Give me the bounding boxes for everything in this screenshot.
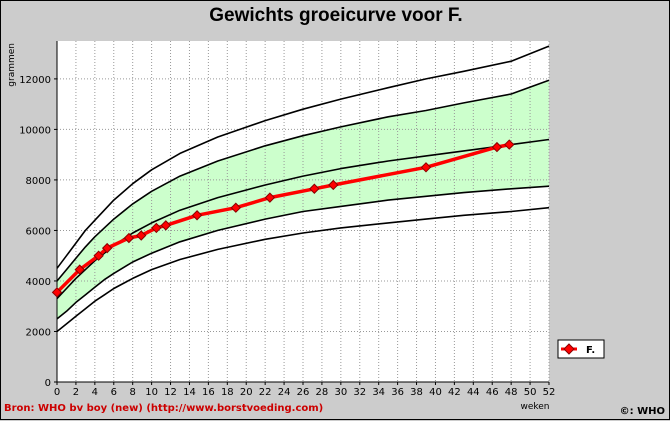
reference-curve-1: [56, 206, 550, 333]
x-tick-label: 8: [130, 387, 136, 398]
x-tick-label: 4: [92, 387, 98, 398]
source-credit: Bron: WHO bv boy (new) (http://www.borst…: [4, 403, 323, 414]
data-point: [309, 183, 320, 194]
y-axis-label: grammen: [7, 43, 17, 87]
data-point: [51, 287, 63, 298]
y-tick-label: 6000: [26, 226, 51, 237]
data-point: [264, 192, 276, 203]
reference-curve-2: [56, 185, 550, 320]
series-line: [55, 142, 510, 294]
reference-curve-4: [56, 79, 550, 282]
data-point: [504, 139, 515, 150]
data-point: [328, 179, 339, 191]
x-tick-label: 24: [278, 387, 291, 398]
reference-curve-5: [56, 45, 550, 269]
data-point: [230, 202, 242, 213]
x-tick-label: 14: [183, 387, 196, 398]
x-tick-label: 52: [543, 387, 556, 398]
reference-curves: [56, 45, 550, 333]
x-tick-label: 32: [353, 387, 366, 398]
data-point: [74, 264, 85, 275]
x-tick-label: 20: [240, 387, 253, 398]
normal-range-band: [57, 80, 549, 319]
x-tick-label: 18: [221, 387, 234, 398]
data-point: [491, 141, 503, 153]
x-tick-label: 12: [164, 387, 177, 398]
x-tick-label: 30: [334, 387, 347, 398]
y-tick-label: 2000: [26, 327, 51, 338]
legend: F.: [557, 339, 605, 359]
data-point: [151, 222, 162, 234]
x-tick-label: 26: [297, 387, 310, 398]
chart-title: Gewichts groeicurve voor F.: [209, 5, 462, 26]
x-tick-label: 16: [202, 387, 215, 398]
x-tick-label: 2: [73, 387, 79, 398]
band-area: [57, 80, 549, 319]
x-tick-label: 36: [391, 387, 404, 398]
data-point: [93, 250, 104, 261]
y-axis-ticks: 0 2000 4000 6000 8000 10000 12000: [19, 75, 57, 389]
data-point: [136, 230, 147, 241]
legend-label: F.: [586, 345, 595, 356]
x-tick-label: 50: [524, 387, 537, 398]
data-point: [123, 232, 135, 244]
series-layer: [51, 139, 515, 298]
x-tick-label: 40: [429, 387, 442, 398]
y-tick-label: 0: [45, 378, 51, 389]
x-tick-label: 6: [111, 387, 117, 398]
y-tick-label: 12000: [19, 75, 51, 86]
copyright-credit: ©: WHO: [620, 406, 665, 417]
legend-marker: [563, 343, 575, 355]
x-axis-label: weken: [520, 402, 549, 412]
reference-curve-3: [56, 138, 550, 300]
x-tick-label: 44: [467, 387, 480, 398]
x-tick-label: 28: [316, 387, 329, 398]
x-tick-label: 22: [259, 387, 272, 398]
data-point: [160, 220, 172, 231]
x-axis-ticks: 0 2 4 6 8 10 12 14 16 18 20 22 24 26 28 30 32 34 36 38 40 42 4…: [54, 382, 556, 398]
data-point: [191, 210, 203, 221]
x-tick-label: 38: [410, 387, 423, 398]
x-tick-label: 46: [486, 387, 499, 398]
y-tick-label: 8000: [26, 176, 51, 187]
x-tick-label: 42: [448, 387, 461, 398]
y-tick-label: 4000: [26, 277, 51, 288]
data-point: [101, 242, 113, 254]
x-tick-label: 0: [54, 387, 60, 398]
x-tick-label: 34: [372, 387, 385, 398]
x-tick-label: 48: [505, 387, 518, 398]
x-tick-label: 10: [145, 387, 158, 398]
y-tick-label: 10000: [19, 125, 51, 136]
data-point: [420, 162, 432, 173]
